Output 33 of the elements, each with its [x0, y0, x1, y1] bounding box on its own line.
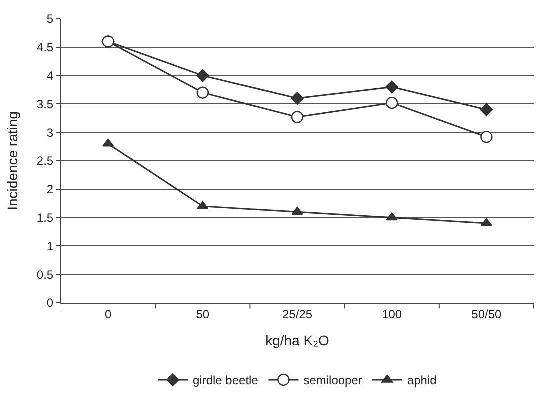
- point: [480, 131, 493, 144]
- point: [386, 212, 398, 221]
- point: [196, 69, 210, 82]
- legend-label: semilooper: [304, 374, 362, 388]
- point: [102, 138, 114, 147]
- y-tick-label: 1: [46, 239, 54, 254]
- y-tick-label: 0.5: [36, 268, 54, 282]
- point: [291, 92, 304, 105]
- y-tick-label: 4: [46, 69, 54, 83]
- x-tick-label: 50/50: [472, 307, 502, 322]
- x-tick-label: 25/25: [282, 307, 313, 322]
- point: [480, 218, 492, 226]
- y-tick-label: 4.5: [36, 40, 54, 55]
- point: [291, 111, 304, 124]
- point: [386, 80, 399, 94]
- y-tick-label: 5: [46, 12, 54, 26]
- point: [196, 86, 209, 99]
- y-tick-label: 0: [46, 296, 54, 310]
- y-tick-label: 1.5: [36, 211, 54, 225]
- y-tick-label: 2.5: [36, 154, 54, 168]
- point: [480, 103, 494, 116]
- point: [197, 201, 209, 210]
- x-tick-label: 0: [104, 307, 112, 322]
- y-tick-label: 3: [46, 126, 54, 140]
- y-tick-label: 3.5: [36, 97, 54, 112]
- x-tick-label: 100: [382, 307, 402, 322]
- legend-label: girdle beetle: [193, 374, 259, 388]
- legend-label: aphid: [407, 374, 437, 388]
- x-axis-title: kg/ha K₂O: [266, 332, 330, 349]
- x-tick-label: 50: [196, 307, 210, 322]
- y-tick-label: 2: [46, 182, 54, 197]
- point: [386, 96, 398, 110]
- y-axis-title: Incidence rating: [4, 112, 21, 210]
